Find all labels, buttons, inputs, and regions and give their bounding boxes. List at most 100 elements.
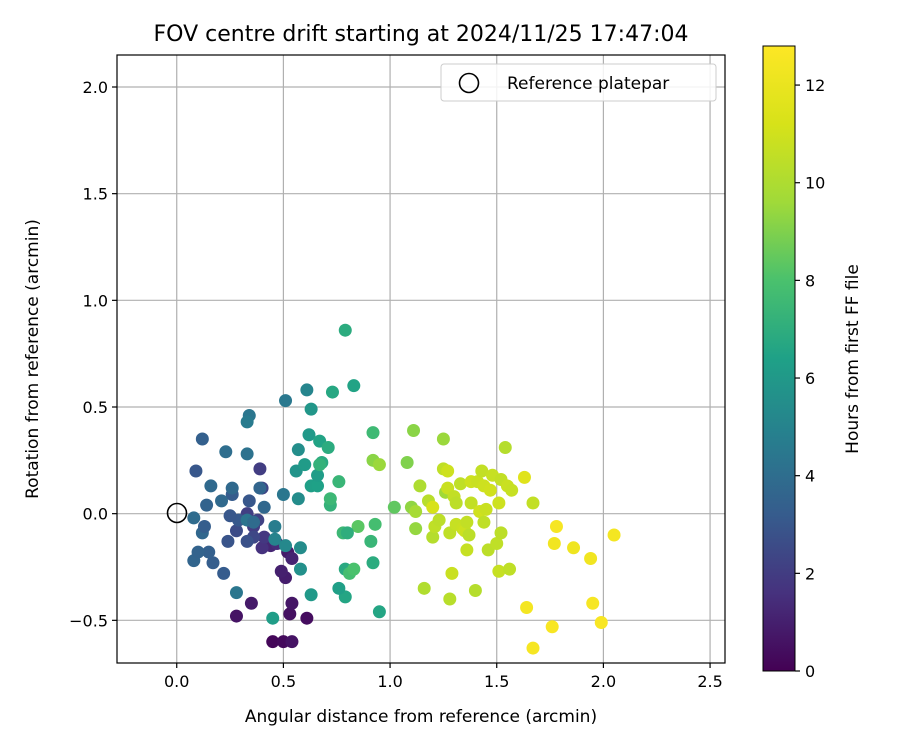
data-point (300, 383, 314, 397)
data-point (229, 524, 243, 538)
data-point (191, 545, 205, 559)
x-tick-label: 1.5 (484, 672, 509, 691)
data-point (366, 426, 380, 440)
data-point (445, 566, 459, 580)
data-point (291, 443, 305, 457)
data-point (586, 596, 600, 610)
data-point (304, 402, 318, 416)
colorbar-label: Hours from first FF file (843, 264, 863, 454)
data-point (594, 615, 608, 629)
colorbar-tick-label: 4 (805, 467, 815, 486)
data-point (204, 479, 218, 493)
data-point (313, 458, 327, 472)
data-point (197, 519, 211, 533)
data-point (266, 611, 280, 625)
x-axis-label: Angular distance from reference (arcmin) (245, 707, 597, 727)
colorbar-gradient (762, 45, 796, 672)
legend-entry-reference: Reference platepar (507, 74, 669, 94)
data-point (407, 423, 421, 437)
data-point (494, 526, 508, 540)
data-point (432, 513, 446, 527)
data-point (219, 445, 233, 459)
y-tick-label: 0.0 (83, 505, 108, 524)
y-tick-label: 1.0 (83, 291, 108, 310)
colorbar-tick-label: 10 (805, 174, 825, 193)
y-tick-label: 1.5 (83, 185, 108, 204)
data-point (187, 511, 201, 525)
colorbar-tick-label: 12 (805, 76, 825, 95)
data-point (347, 379, 361, 393)
data-point (443, 592, 457, 606)
data-point (332, 475, 346, 489)
data-point (468, 583, 482, 597)
data-point (492, 564, 506, 578)
data-point (490, 537, 504, 551)
data-point (215, 494, 229, 508)
data-point (291, 492, 305, 506)
data-point (567, 541, 581, 555)
data-point (413, 479, 427, 493)
data-point (492, 496, 506, 510)
data-point (517, 470, 531, 484)
data-point (244, 596, 258, 610)
data-point (200, 498, 214, 512)
data-point (274, 564, 288, 578)
data-point (436, 432, 450, 446)
data-point (347, 562, 361, 576)
data-point (276, 487, 290, 501)
data-point (372, 458, 386, 472)
data-point (285, 596, 299, 610)
data-point (268, 519, 282, 533)
data-point (340, 526, 354, 540)
scatter-points (187, 323, 621, 655)
colorbar-tick-label: 2 (805, 564, 815, 583)
data-point (545, 620, 559, 634)
legend-marker (458, 72, 480, 94)
x-tick-label: 2.5 (697, 672, 722, 691)
colorbar-tick-label: 0 (805, 662, 815, 681)
data-point (195, 432, 209, 446)
data-point (311, 468, 325, 482)
legend: Reference platepar (440, 63, 717, 102)
data-point (503, 562, 517, 576)
x-axis-ticks: 0.0 0.5 1.0 1.5 2.0 2.5 (164, 663, 723, 691)
data-point (366, 556, 380, 570)
data-point (426, 530, 440, 544)
data-point (453, 477, 467, 491)
y-tick-label: 0.5 (83, 398, 108, 417)
data-point (441, 464, 455, 478)
data-point (285, 551, 299, 565)
data-point (300, 611, 314, 625)
colorbar-ticks: 0 2 4 6 8 10 12 (795, 76, 825, 681)
x-tick-label: 0.0 (164, 672, 189, 691)
data-point (479, 502, 493, 516)
data-point (332, 581, 346, 595)
data-point (526, 496, 540, 510)
data-point (279, 539, 293, 553)
colorbar-tick-label: 6 (805, 369, 815, 388)
data-point (202, 545, 216, 559)
data-point (225, 481, 239, 495)
legend-box (440, 63, 717, 102)
data-point (221, 534, 235, 548)
data-point (311, 479, 325, 493)
x-tick-label: 0.5 (271, 672, 296, 691)
data-point (257, 500, 271, 514)
data-point (268, 532, 282, 546)
data-point (338, 323, 352, 337)
data-point (387, 500, 401, 514)
data-point (584, 551, 598, 565)
data-point (223, 509, 237, 523)
data-point (240, 534, 254, 548)
data-point (460, 543, 474, 557)
data-point (351, 519, 365, 533)
data-point (257, 530, 271, 544)
colorbar: 0 2 4 6 8 10 12 Hours from first FF file (762, 45, 863, 681)
data-point (475, 464, 489, 478)
data-point (477, 515, 491, 529)
data-point (409, 505, 423, 519)
data-point (189, 464, 203, 478)
data-point (279, 394, 293, 408)
data-point (302, 428, 316, 442)
data-point (505, 483, 519, 497)
